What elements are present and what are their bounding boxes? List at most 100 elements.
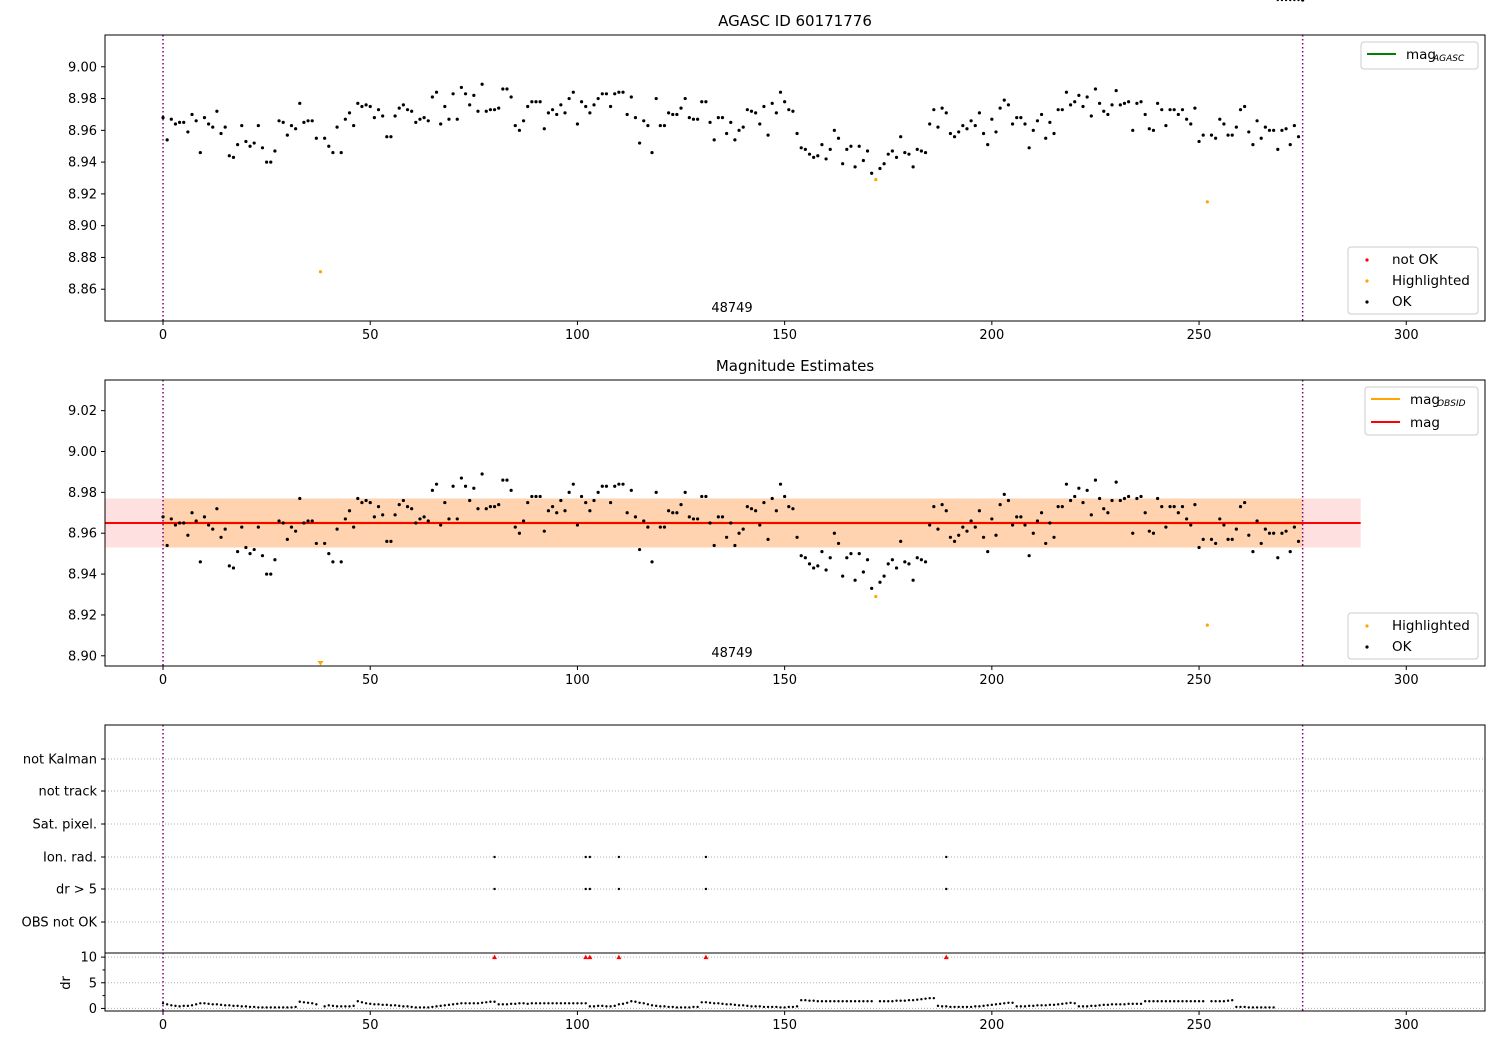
ok-point xyxy=(671,511,675,515)
dr-point xyxy=(315,1003,318,1006)
ok-point xyxy=(393,513,397,517)
dr-point xyxy=(1255,1006,1259,1009)
ok-point xyxy=(1085,95,1089,99)
dr-point xyxy=(543,1002,546,1005)
ok-point xyxy=(749,109,754,113)
flags-plot-frame xyxy=(104,724,1486,1012)
dr-point xyxy=(1135,1002,1139,1006)
dr-point xyxy=(514,1002,517,1006)
dr-point xyxy=(165,1003,169,1006)
ok-point xyxy=(816,564,820,568)
dr-point xyxy=(576,1002,579,1005)
dr-point xyxy=(982,1004,985,1008)
ok-point xyxy=(306,519,310,523)
legend-marker-ok-2 xyxy=(1365,645,1369,649)
ok-point xyxy=(418,117,422,121)
legend-marker-highlighted xyxy=(1365,279,1369,283)
dr-point xyxy=(1276,0,1279,2)
ok-point xyxy=(352,123,356,128)
dr-point xyxy=(1156,1000,1159,1003)
ok-point xyxy=(1073,494,1077,499)
dr-point xyxy=(257,1006,260,1009)
ok-point xyxy=(426,519,430,523)
dr-point xyxy=(1280,0,1284,2)
ok-point xyxy=(687,515,691,519)
dr-point xyxy=(584,1002,587,1005)
dr-point xyxy=(1168,1000,1172,1003)
ok-point xyxy=(708,120,712,124)
dr-point xyxy=(170,1004,173,1007)
flag-row-label: Ion. rad. xyxy=(43,851,97,866)
dr-point xyxy=(945,1005,948,1008)
ok-point xyxy=(691,117,696,121)
dr-point xyxy=(1177,1000,1180,1003)
ok-point xyxy=(1247,533,1251,537)
ok-point xyxy=(1197,139,1201,144)
ok-point xyxy=(509,488,513,492)
ok-point xyxy=(596,96,600,101)
ok-point xyxy=(418,517,422,521)
ok-point xyxy=(816,154,820,158)
mag-xtick-label: 200 xyxy=(979,673,1004,688)
dr-point xyxy=(654,1004,658,1008)
ok-point xyxy=(555,112,559,117)
ok-point xyxy=(352,525,356,529)
ok-point xyxy=(405,505,410,509)
ok-point xyxy=(754,509,758,513)
ok-point xyxy=(870,171,874,175)
dr-point xyxy=(547,1002,550,1005)
dr-point xyxy=(555,1002,558,1005)
ok-point xyxy=(252,141,256,145)
dr-point xyxy=(845,1000,849,1003)
ok-point xyxy=(1110,498,1114,503)
dr-point xyxy=(232,1004,235,1008)
ok-point xyxy=(683,490,687,494)
ok-point xyxy=(986,143,990,147)
ok-point xyxy=(484,109,488,113)
dr-point xyxy=(899,999,902,1002)
flags-xtick-label: 200 xyxy=(979,1018,1004,1033)
ok-point xyxy=(588,509,592,513)
ok-point xyxy=(372,116,376,120)
agasc-legend-points: not OK Highlighted OK xyxy=(1347,246,1479,315)
flag-point xyxy=(617,855,621,859)
ok-point xyxy=(857,144,861,148)
dr-point xyxy=(617,1003,621,1006)
flag-point xyxy=(617,887,621,891)
ok-point xyxy=(1135,496,1139,501)
ok-point xyxy=(700,494,704,499)
agasc-ytick-label: 9.00 xyxy=(68,60,97,75)
legend-label-highlighted-2: Highlighted xyxy=(1392,618,1470,634)
ok-point xyxy=(559,498,563,503)
ok-point xyxy=(919,558,923,562)
dr-point xyxy=(451,1003,455,1006)
dr-point xyxy=(236,1004,239,1008)
flag-point xyxy=(588,855,592,859)
ok-point xyxy=(894,155,899,159)
dr-point xyxy=(683,1006,687,1009)
ok-point xyxy=(1064,482,1069,486)
legend-marker-ok xyxy=(1365,300,1369,304)
ok-point xyxy=(1176,112,1180,117)
ok-point xyxy=(1085,488,1089,492)
ok-point xyxy=(1118,103,1122,107)
agasc-obsid-annotation: 48749 xyxy=(711,301,752,316)
ok-point xyxy=(165,543,169,548)
ok-point xyxy=(314,136,318,140)
ok-point xyxy=(1222,523,1226,527)
ok-point xyxy=(302,120,306,124)
dr-point xyxy=(468,1002,471,1005)
dr-point xyxy=(1293,0,1296,2)
dr-point xyxy=(182,1004,185,1008)
ok-point xyxy=(1160,108,1164,112)
dr-point xyxy=(1065,1002,1068,1005)
ok-point xyxy=(1168,505,1172,509)
dr-point xyxy=(1069,1001,1072,1004)
dr-point xyxy=(667,1005,670,1009)
ok-point xyxy=(886,152,890,156)
ok-point xyxy=(526,104,530,109)
flags-panel: not Kalman not track Sat. pixel. Ion. rad. d… xyxy=(22,0,1486,1033)
ok-point xyxy=(451,92,455,96)
flag-row-label: Sat. pixel. xyxy=(33,818,97,833)
dr-point xyxy=(916,998,919,1001)
